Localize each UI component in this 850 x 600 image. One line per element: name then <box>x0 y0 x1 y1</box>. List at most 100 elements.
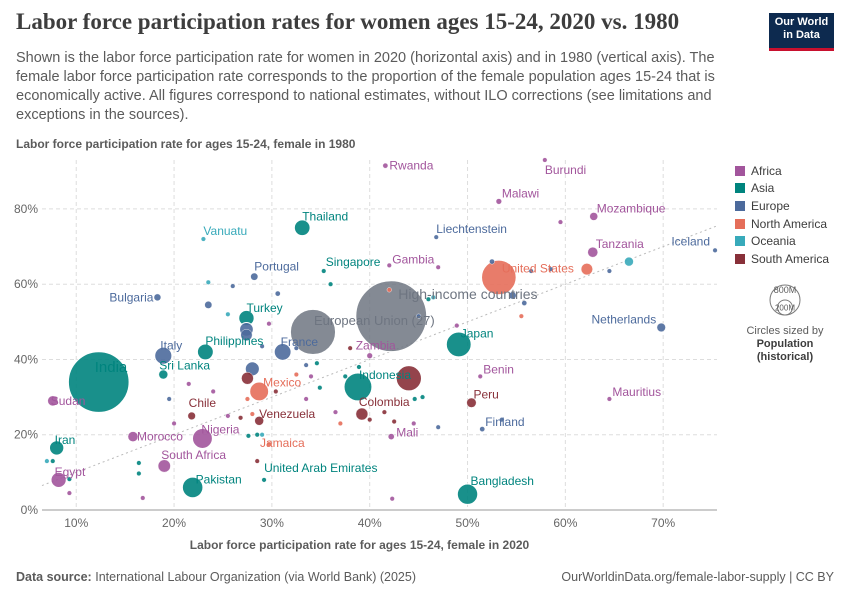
data-point[interactable] <box>395 365 422 392</box>
legend-item-asia[interactable]: Asia <box>735 180 845 198</box>
data-point[interactable] <box>389 496 395 502</box>
point-mali[interactable] <box>387 433 395 440</box>
point-mauritius[interactable] <box>606 396 612 402</box>
data-point[interactable] <box>238 415 244 421</box>
data-point[interactable] <box>204 301 213 309</box>
data-point[interactable] <box>225 311 231 317</box>
data-point[interactable] <box>314 360 320 366</box>
data-point[interactable] <box>50 458 56 464</box>
point-vanuatu[interactable] <box>200 236 206 242</box>
point-sri-lanka[interactable] <box>158 369 168 380</box>
point-finland[interactable] <box>479 426 485 432</box>
data-point[interactable] <box>293 345 299 351</box>
data-point[interactable] <box>430 294 436 300</box>
point-united-arab-emirates[interactable] <box>261 477 267 483</box>
point-india[interactable] <box>67 351 130 413</box>
data-point[interactable] <box>528 268 534 274</box>
point-egypt[interactable] <box>50 471 67 489</box>
point-iran[interactable] <box>48 440 65 456</box>
legend-item-oceania[interactable]: Oceania <box>735 232 845 250</box>
data-point[interactable] <box>386 287 392 293</box>
data-point[interactable] <box>391 419 397 425</box>
data-point[interactable] <box>259 432 265 438</box>
data-point[interactable] <box>140 495 146 501</box>
point-high-income-countries[interactable] <box>355 280 428 353</box>
point-philippines[interactable] <box>196 343 214 361</box>
data-point[interactable] <box>342 373 348 379</box>
point-malawi[interactable] <box>495 198 502 205</box>
data-point[interactable] <box>210 388 216 394</box>
data-point[interactable] <box>308 373 314 379</box>
data-point[interactable] <box>328 281 334 287</box>
legend-item-north-america[interactable]: North America <box>735 215 845 233</box>
data-point[interactable] <box>66 476 72 482</box>
owid-logo[interactable]: Our World in Data <box>769 13 834 51</box>
point-mozambique[interactable] <box>589 212 598 221</box>
data-point[interactable] <box>266 321 272 327</box>
data-point[interactable] <box>249 411 255 417</box>
data-point[interactable] <box>381 409 387 415</box>
point-italy[interactable] <box>154 346 173 365</box>
data-point[interactable] <box>293 372 299 378</box>
point-peru[interactable] <box>466 397 477 408</box>
point-tanzania[interactable] <box>587 246 598 258</box>
point-jamaica[interactable] <box>266 441 272 447</box>
point-singapore[interactable] <box>321 268 327 274</box>
data-point[interactable] <box>166 396 172 402</box>
point-japan[interactable] <box>445 331 472 358</box>
data-point[interactable] <box>254 432 260 438</box>
data-point[interactable] <box>337 420 343 426</box>
point-gambia[interactable] <box>386 262 392 268</box>
point-pakistan[interactable] <box>181 476 204 499</box>
point-bangladesh[interactable] <box>456 483 479 505</box>
data-point[interactable] <box>273 388 279 394</box>
data-point[interactable] <box>303 362 309 368</box>
point-united-states[interactable] <box>481 259 517 296</box>
data-point[interactable] <box>489 258 495 265</box>
point-iceland[interactable] <box>712 247 718 253</box>
point-sudan[interactable] <box>47 395 58 407</box>
legend-item-south-america[interactable]: South America <box>735 250 845 268</box>
data-point[interactable] <box>66 490 72 496</box>
point-european-union-27-[interactable] <box>289 308 337 356</box>
data-point[interactable] <box>44 458 50 464</box>
data-point[interactable] <box>412 396 418 402</box>
point-zambia[interactable] <box>366 352 373 359</box>
point-bulgaria[interactable] <box>153 293 162 302</box>
data-point[interactable] <box>347 345 353 351</box>
point-mexico[interactable] <box>249 381 270 402</box>
point-france[interactable] <box>273 342 292 361</box>
data-point[interactable] <box>624 256 634 267</box>
data-point[interactable] <box>557 219 563 225</box>
data-point[interactable] <box>245 433 251 439</box>
data-point[interactable] <box>171 420 177 426</box>
data-point[interactable] <box>225 413 231 419</box>
point-rwanda[interactable] <box>382 162 389 169</box>
data-point[interactable] <box>241 372 254 385</box>
data-point[interactable] <box>136 470 142 476</box>
point-portugal[interactable] <box>250 272 259 281</box>
point-thailand[interactable] <box>293 219 311 237</box>
data-point[interactable] <box>317 385 323 391</box>
data-point[interactable] <box>259 343 265 349</box>
data-point[interactable] <box>499 417 505 423</box>
data-point[interactable] <box>274 290 281 297</box>
data-point[interactable] <box>521 300 528 306</box>
data-point[interactable] <box>367 417 373 423</box>
data-point[interactable] <box>518 313 524 319</box>
data-point[interactable] <box>580 263 593 276</box>
data-point[interactable] <box>435 424 441 430</box>
data-point[interactable] <box>244 396 250 402</box>
data-point[interactable] <box>205 279 211 285</box>
legend-item-africa[interactable]: Africa <box>735 162 845 180</box>
data-point[interactable] <box>186 381 192 387</box>
data-point[interactable] <box>303 396 309 402</box>
point-indonesia[interactable] <box>343 372 373 402</box>
data-point[interactable] <box>606 268 612 274</box>
data-point[interactable] <box>332 409 338 415</box>
data-point[interactable] <box>356 364 362 370</box>
data-point[interactable] <box>411 420 417 426</box>
data-point[interactable] <box>230 283 236 289</box>
point-nigeria[interactable] <box>191 428 213 449</box>
data-point[interactable] <box>508 291 517 300</box>
